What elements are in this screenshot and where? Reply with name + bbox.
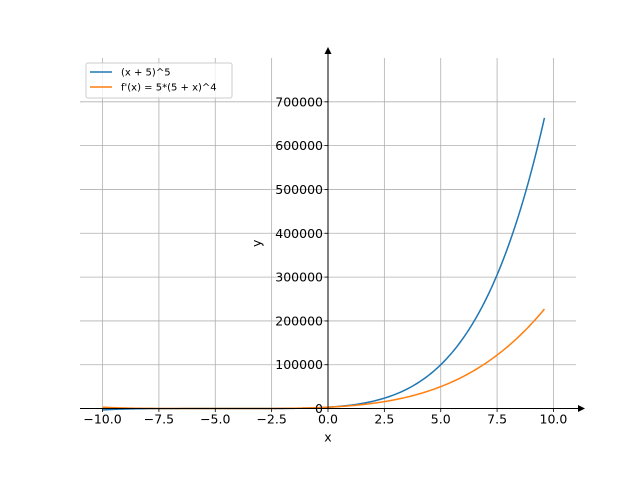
y-axis-label: y (249, 239, 264, 247)
x-axis-arrow-icon (578, 405, 585, 413)
y-tick-label: 0 (315, 401, 323, 416)
y-axis-arrow-icon (324, 47, 332, 54)
x-tick-label: −7.5 (144, 412, 174, 427)
y-tick-label: 700000 (275, 94, 323, 109)
legend-label-series-1: (x + 5)^5 (121, 68, 171, 79)
legend-box (85, 62, 233, 99)
ticks: −10.0 −7.5 −5.0 −2.5 0.0 2.5 5.0 7.5 10.0 0 100000… (83, 94, 567, 426)
x-tick-label: −2.5 (256, 412, 286, 427)
x-axis-label: x (324, 430, 331, 445)
x-tick-label: 5.0 (431, 412, 451, 427)
y-tick-label: 400000 (275, 226, 323, 241)
x-tick-label: 10.0 (540, 412, 568, 427)
axes (80, 47, 585, 413)
x-tick-label: −10.0 (83, 412, 121, 427)
y-tick-label: 500000 (275, 182, 323, 197)
series-line-1 (102, 117, 546, 411)
x-tick-label: 2.5 (374, 412, 394, 427)
series-lines (102, 117, 546, 411)
legend-label-series-2: f'(x) = 5*(5 + x)^4 (121, 83, 217, 94)
x-tick-label: 0.0 (318, 412, 338, 427)
y-tick-label: 300000 (275, 270, 323, 285)
y-tick-label: 100000 (275, 357, 323, 372)
legend: (x + 5)^5 f'(x) = 5*(5 + x)^4 (85, 62, 233, 99)
y-tick-label: 200000 (275, 313, 323, 328)
x-tick-label: 7.5 (487, 412, 507, 427)
y-tick-label: 600000 (275, 138, 323, 153)
x-tick-label: −5.0 (200, 412, 230, 427)
series-line-2 (102, 308, 546, 410)
